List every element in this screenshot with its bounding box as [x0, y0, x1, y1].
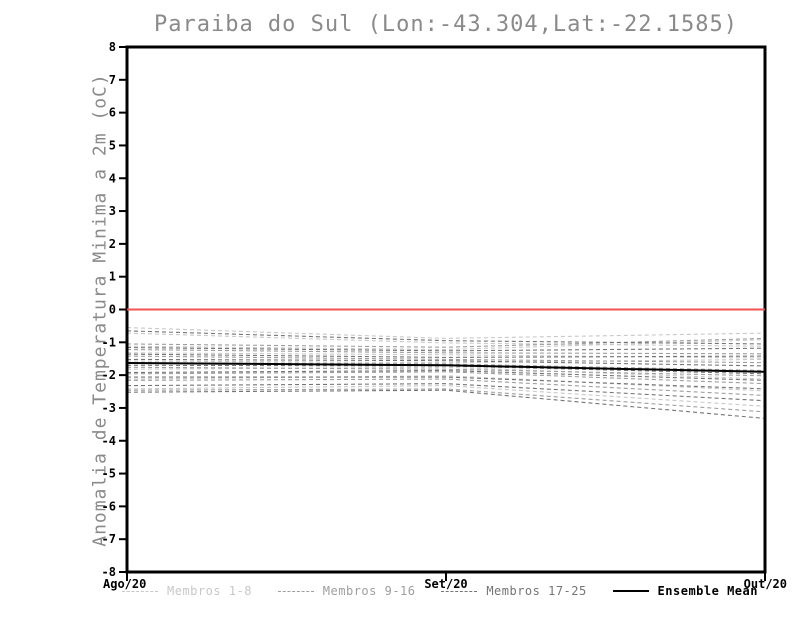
ensemble-member-line	[126, 364, 766, 375]
ensemble-member-line	[126, 348, 766, 355]
ensemble-member-line	[126, 352, 766, 359]
y-tick-label: -4	[102, 434, 116, 448]
legend-label: Membros 9-16	[322, 584, 416, 598]
y-tick-label: -8	[102, 565, 116, 579]
y-tick-label: 8	[109, 40, 116, 54]
legend: Membros 1-8 Membros 9-16 Membros 17-25 E…	[122, 584, 758, 598]
ensemble-member-line	[126, 339, 766, 351]
y-tick-label: 5	[109, 138, 116, 152]
ensemble-member-line	[126, 378, 766, 397]
legend-item-membros-1-8: Membros 1-8	[122, 584, 252, 598]
legend-label: Ensemble Mean	[657, 584, 758, 598]
ensemble-member-line	[126, 326, 766, 339]
ensemble-member-line	[126, 337, 766, 348]
ensemble-mean-line-sample	[612, 590, 649, 592]
legend-label: Membros 1-8	[167, 584, 252, 598]
ensemble-member-line	[127, 376, 766, 390]
membros-17-25-line-sample	[441, 590, 478, 592]
y-tick-label: 2	[109, 237, 116, 251]
x-tick-label: Set/20	[424, 577, 467, 591]
y-tick-label: 1	[109, 270, 116, 284]
x-tick-label: Ago/20	[103, 577, 146, 591]
y-tick-label: 3	[109, 204, 116, 218]
y-tick-label: -5	[102, 467, 116, 481]
ensemble-member-line	[126, 383, 766, 402]
ensemble-member-line	[126, 366, 766, 380]
x-tick-label: Out/20	[744, 577, 787, 591]
y-tick-label: -2	[102, 368, 116, 382]
y-tick-label: -6	[102, 499, 116, 513]
ensemble-member-line	[126, 369, 766, 381]
ensemble-member-line	[126, 371, 766, 385]
ensemble-member-line	[126, 358, 766, 367]
ensemble-member-line	[126, 389, 766, 419]
chart-title: Paraiba do Sul (Lon:-43.304,Lat:-22.1585…	[153, 12, 739, 37]
y-tick-label: -7	[102, 532, 116, 546]
y-tick-label: -1	[102, 335, 116, 349]
ensemble-member-line	[126, 353, 766, 358]
ensemble-member-line	[126, 358, 766, 364]
ensemble-member-line	[126, 332, 766, 347]
legend-item-ensemble-mean: Ensemble Mean	[612, 584, 758, 598]
legend-item-membros-9-16: Membros 9-16	[277, 584, 416, 598]
ensemble-member-line	[126, 366, 766, 377]
membros-9-16-line-sample	[277, 590, 314, 592]
ensemble-member-line	[126, 385, 766, 407]
legend-item-membros-17-25: Membros 17-25	[441, 584, 586, 598]
ensemble-member-line	[126, 375, 766, 392]
membros-1-8-line-sample	[122, 590, 158, 592]
y-tick-label: 7	[109, 73, 116, 87]
ensemble-member-line	[126, 330, 766, 345]
ensemble-member-line	[126, 388, 766, 413]
ensemble-mean-line	[126, 361, 766, 373]
y-tick-label: 4	[109, 171, 116, 185]
legend-label: Membros 17-25	[486, 584, 587, 598]
ensemble-member-line	[126, 347, 766, 352]
y-tick-label: 0	[109, 303, 116, 317]
y-tick-label: -3	[102, 401, 116, 415]
y-tick-label: 6	[109, 106, 116, 120]
ensemble-member-line	[126, 355, 766, 364]
